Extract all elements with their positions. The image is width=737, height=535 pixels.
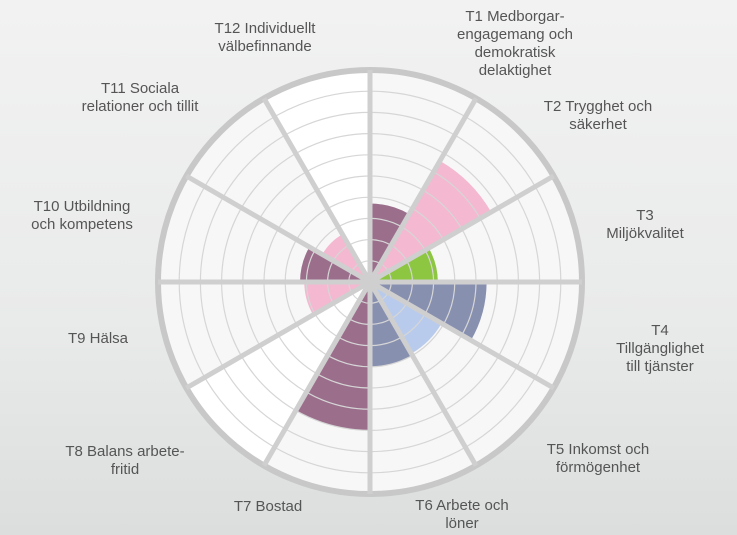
category-label: T1 Medborgar- engagemang och demokratisk…	[457, 8, 573, 79]
category-label: T6 Arbete och löner	[415, 497, 509, 532]
sector	[322, 234, 370, 282]
spoke	[185, 173, 372, 285]
category-label: T7 Bostad	[233, 498, 303, 515]
category-label: T4 Tillgänglighet till tjänster	[616, 322, 704, 375]
category-label: T8 Balans arbete- fritid	[65, 443, 185, 478]
sector	[264, 70, 370, 282]
category-label: T5 Inkomst och förmögenhet	[546, 441, 650, 476]
category-label: T12 Individuellt välbefinnande	[214, 20, 316, 55]
category-label: T9 Hälsa	[67, 330, 129, 347]
spoke	[261, 97, 373, 284]
sector	[370, 282, 442, 354]
category-label: T2 Trygghet och säkerhet	[543, 98, 653, 133]
category-label: T3 Miljökvalitet	[606, 207, 684, 242]
spoke	[261, 280, 373, 467]
category-label: T10 Utbildning och kompetens	[31, 198, 133, 233]
spoke	[368, 173, 555, 285]
spoke	[185, 279, 372, 391]
sector	[186, 282, 370, 466]
spoke	[368, 279, 555, 391]
spoke	[367, 280, 479, 467]
spoke	[367, 97, 479, 284]
category-label: T11 Sociala relationer och tillit	[81, 80, 199, 115]
